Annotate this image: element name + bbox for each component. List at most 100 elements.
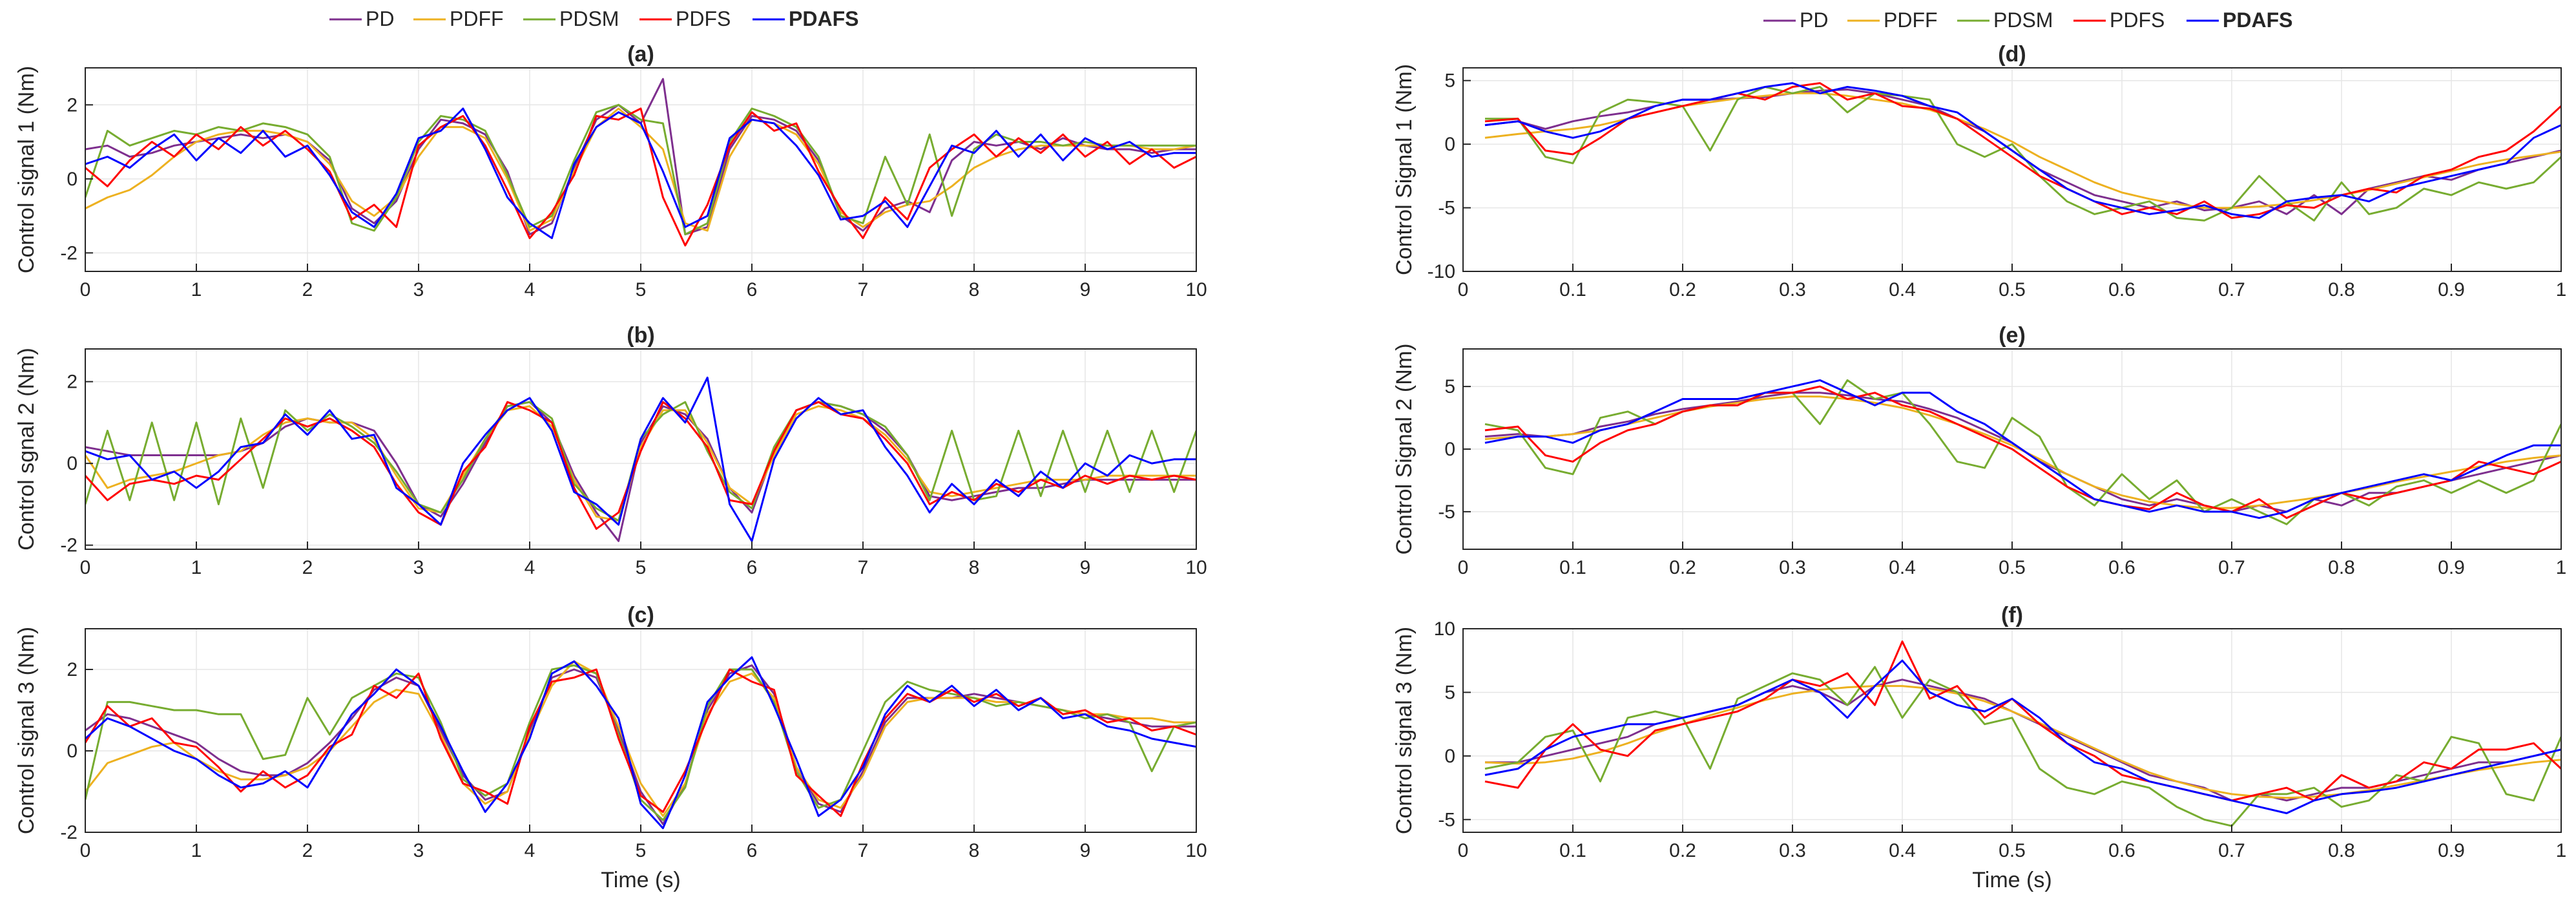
x-tick-label: 0.3 [1779, 279, 1806, 300]
x-tick-label: 0.3 [1779, 557, 1806, 578]
legend-entry-pdff: PDFF [1847, 8, 1938, 32]
series-line-pd [85, 664, 1196, 825]
x-tick-label: 0.9 [2438, 840, 2465, 861]
legend-left: PD PDFF PDSM PDFS PDAFS [329, 7, 858, 30]
legend-label: PDFS [676, 7, 731, 30]
y-tick-label: 0 [67, 453, 78, 474]
x-tick-label: 7 [858, 557, 869, 578]
x-tick-label: 0 [80, 557, 91, 578]
x-tick-label: 0.4 [1889, 279, 1916, 300]
legend-entry-pdff: PDFF [413, 7, 504, 30]
series-line-pdsm [1484, 666, 2561, 827]
x-tick-label: 0.7 [2218, 840, 2245, 861]
series-group [85, 376, 1196, 542]
x-tick-label: 0.7 [2218, 279, 2245, 300]
x-tick-label: 4 [525, 840, 535, 861]
x-tick-label: 0.4 [1889, 840, 1916, 861]
x-tick-label: 0.7 [2218, 557, 2245, 578]
x-tick-label: 0.1 [1559, 557, 1586, 578]
series-line-pdafs [85, 376, 1196, 542]
y-tick-label: 0 [1444, 746, 1455, 767]
x-tick-label: 0.3 [1779, 840, 1806, 861]
legend-label: PD [1800, 8, 1828, 32]
series-line-pdafs [85, 107, 1196, 239]
series-line-pdafs [1484, 659, 2561, 814]
series-group [85, 656, 1196, 830]
x-tick-label: 0.8 [2328, 279, 2355, 300]
x-tick-label: 1 [2556, 557, 2567, 578]
y-tick-label: 2 [67, 372, 78, 393]
x-tick-label: 0 [1458, 557, 1469, 578]
legend-entry-pdafs: PDAFS [2186, 8, 2292, 32]
y-tick-label: 0 [1444, 439, 1455, 460]
x-tick-label: 9 [1080, 557, 1091, 578]
x-tick-label: 5 [636, 840, 647, 861]
y-tick-label: -5 [1438, 198, 1455, 219]
x-tick-label: 1 [2556, 279, 2567, 300]
legend-entry-pdafs: PDAFS [753, 7, 858, 30]
legend-entry-pd: PD [329, 7, 394, 30]
x-axis-label: Time (s) [1972, 868, 2051, 892]
y-tick-label: 5 [1444, 376, 1455, 397]
x-tick-label: 0 [1458, 279, 1469, 300]
x-tick-label: 1 [191, 279, 202, 300]
x-tick-label: 0.5 [1999, 840, 2026, 861]
x-tick-label: 1 [2556, 840, 2567, 861]
legend-label: PDSM [559, 7, 619, 30]
chart-panel-e: 0 0.1 0.2 0.3 0.4 0.5 0.6 0.7 0.8 0.9 1 -5 0 5 (e) Cont… [1392, 323, 2566, 578]
x-tick-label: 0.8 [2328, 557, 2355, 578]
x-tick-label: 5 [636, 557, 647, 578]
x-tick-label: 0.5 [1999, 279, 2026, 300]
y-tick-label: 0 [1444, 134, 1455, 155]
legend-label: PD [366, 7, 394, 30]
x-tick-label: 9 [1080, 279, 1091, 300]
x-tick-label: 5 [636, 279, 647, 300]
x-tick-label: 8 [969, 557, 980, 578]
panel-title: (c) [627, 603, 654, 627]
legend-label: PDSM [1993, 8, 2053, 32]
y-axis-label: Control sgnal 2 (Nm) [14, 348, 39, 551]
series-line-pdfs [1484, 385, 2561, 520]
legend-label: PDFF [450, 7, 504, 30]
legend-label: PDFF [1884, 8, 1938, 32]
series-line-pdfs [1484, 82, 2561, 219]
y-tick-label: -2 [60, 822, 78, 843]
chart-panel-c: 0 1 2 3 4 5 6 7 8 9 10-202(c)Control signal 3 (Nm)… [14, 603, 1207, 892]
chart-panel-b: 0 1 2 3 4 5 6 7 8 9 10-202(b)Control sgnal 2 (Nm) [14, 323, 1207, 578]
x-tick-label: 2 [302, 279, 313, 300]
x-tick-label: 6 [747, 840, 758, 861]
x-tick-label: 0.2 [1669, 557, 1696, 578]
panel-title: (d) [1998, 42, 2026, 67]
y-tick-label: -2 [60, 535, 78, 556]
x-tick-label: 0.2 [1669, 279, 1696, 300]
y-axis-label: Control signal 3 (Nm) [14, 627, 39, 834]
legend-label: PDAFS [789, 7, 858, 30]
series-line-pdff [85, 405, 1196, 522]
legend-entry-pd: PD [1763, 8, 1828, 32]
x-tick-label: 3 [413, 840, 424, 861]
series-line-pdff [85, 107, 1196, 232]
chart-panel-f: 0 0.1 0.2 0.3 0.4 0.5 0.6 0.7 0.8 0.9 1-50510(f)Co… [1392, 603, 2566, 892]
legend-entry-pdfs: PDFS [639, 7, 731, 30]
legend-entry-pdfs: PDFS [2073, 8, 2165, 32]
panel-title: (b) [627, 323, 654, 348]
x-tick-label: 1 [191, 557, 202, 578]
y-tick-label: -2 [60, 242, 78, 264]
legend-entry-pdsm: PDSM [523, 7, 619, 30]
chart-panel-d: 0 0.1 0.2 0.3 0.4 0.5 0.6 0.7 0.8 0.9 1 -10 -5 0 5 (d) C… [1392, 42, 2566, 300]
y-axis-label: Control Signal 1 (Nm) [1392, 64, 1417, 275]
y-axis-label: Control signal 1 (Nm) [14, 66, 39, 273]
series-group [1484, 82, 2561, 222]
y-tick-label: 2 [67, 94, 78, 116]
series-line-pdafs [85, 656, 1196, 830]
y-tick-label: 5 [1444, 70, 1455, 92]
x-tick-label: 4 [525, 279, 535, 300]
x-tick-label: 4 [525, 557, 535, 578]
y-tick-label: -5 [1438, 501, 1455, 523]
x-tick-label: 0.2 [1669, 840, 1696, 861]
series-group [1484, 379, 2561, 525]
panel-title: (a) [627, 42, 654, 67]
x-tick-label: 3 [413, 557, 424, 578]
x-tick-label: 0.9 [2438, 557, 2465, 578]
